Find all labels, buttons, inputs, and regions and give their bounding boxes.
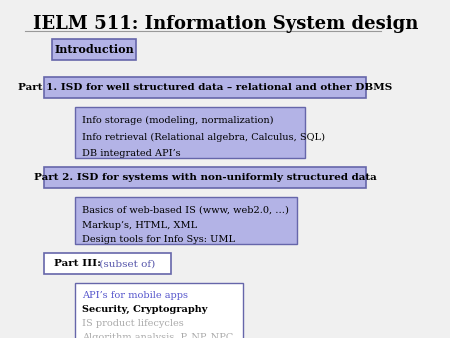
FancyBboxPatch shape	[75, 283, 243, 338]
Text: IS product lifecycles: IS product lifecycles	[82, 319, 184, 328]
FancyBboxPatch shape	[75, 197, 297, 244]
Text: Security, Cryptography: Security, Cryptography	[82, 305, 208, 314]
FancyBboxPatch shape	[44, 167, 366, 188]
Text: Part III:: Part III:	[54, 259, 101, 268]
FancyBboxPatch shape	[44, 77, 366, 98]
Text: IELM 511: Information System design: IELM 511: Information System design	[32, 15, 418, 33]
FancyBboxPatch shape	[44, 253, 171, 274]
FancyBboxPatch shape	[75, 107, 305, 158]
Text: DB integrated API’s: DB integrated API’s	[82, 149, 181, 158]
Text: API’s for mobile apps: API’s for mobile apps	[82, 291, 189, 299]
Text: Markup’s, HTML, XML: Markup’s, HTML, XML	[82, 220, 198, 230]
Text: Design tools for Info Sys: UML: Design tools for Info Sys: UML	[82, 236, 235, 244]
Text: Part 2. ISD for systems with non-uniformly structured data: Part 2. ISD for systems with non-uniform…	[34, 173, 376, 182]
Text: Introduction: Introduction	[54, 44, 134, 55]
FancyBboxPatch shape	[52, 39, 136, 59]
Text: Algorithm analysis, P, NP, NPC: Algorithm analysis, P, NP, NPC	[82, 334, 234, 338]
Text: Part 1. ISD for well structured data – relational and other DBMS: Part 1. ISD for well structured data – r…	[18, 83, 392, 92]
Text: Info storage (modeling, normalization): Info storage (modeling, normalization)	[82, 116, 274, 125]
Text: Info retrieval (Relational algebra, Calculus, SQL): Info retrieval (Relational algebra, Calc…	[82, 132, 325, 142]
Text: (subset of): (subset of)	[96, 259, 155, 268]
Text: Basics of web-based IS (www, web2.0, …): Basics of web-based IS (www, web2.0, …)	[82, 206, 289, 215]
